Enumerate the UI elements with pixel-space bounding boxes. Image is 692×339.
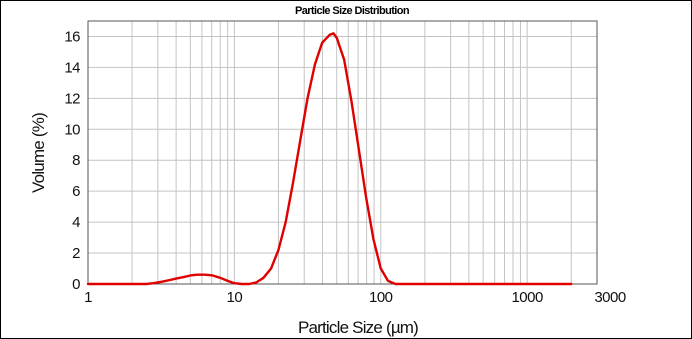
y-tick-label: 6	[72, 183, 80, 200]
y-tick-label: 4	[72, 214, 80, 231]
y-tick-label: 10	[64, 121, 80, 138]
y-tick-label: 0	[72, 276, 80, 293]
chart-title: Particle Size Distribution	[295, 5, 410, 17]
tick-labels: 0 2 4 6 8 10 12 14 16 1 10 100 1000 3000	[64, 28, 626, 306]
y-tick-label: 16	[64, 28, 80, 45]
x-tick-label: 3000	[594, 289, 626, 306]
x-tick-label: 10	[227, 289, 243, 306]
y-tick-label: 2	[72, 245, 80, 262]
x-tick-label: 1	[84, 289, 92, 306]
y-tick-label: 12	[64, 90, 80, 107]
y-tick-label: 8	[72, 152, 80, 169]
series-layer	[86, 32, 573, 286]
plot-area-border	[87, 20, 598, 285]
x-axis-label: Particle Size (µm)	[298, 318, 418, 337]
x-tick-label: 100	[369, 289, 393, 306]
y-axis-label: Volume (%)	[29, 113, 48, 193]
series-line	[86, 32, 573, 286]
y-tick-label: 14	[64, 59, 80, 76]
x-tick-label: 1000	[511, 289, 543, 306]
